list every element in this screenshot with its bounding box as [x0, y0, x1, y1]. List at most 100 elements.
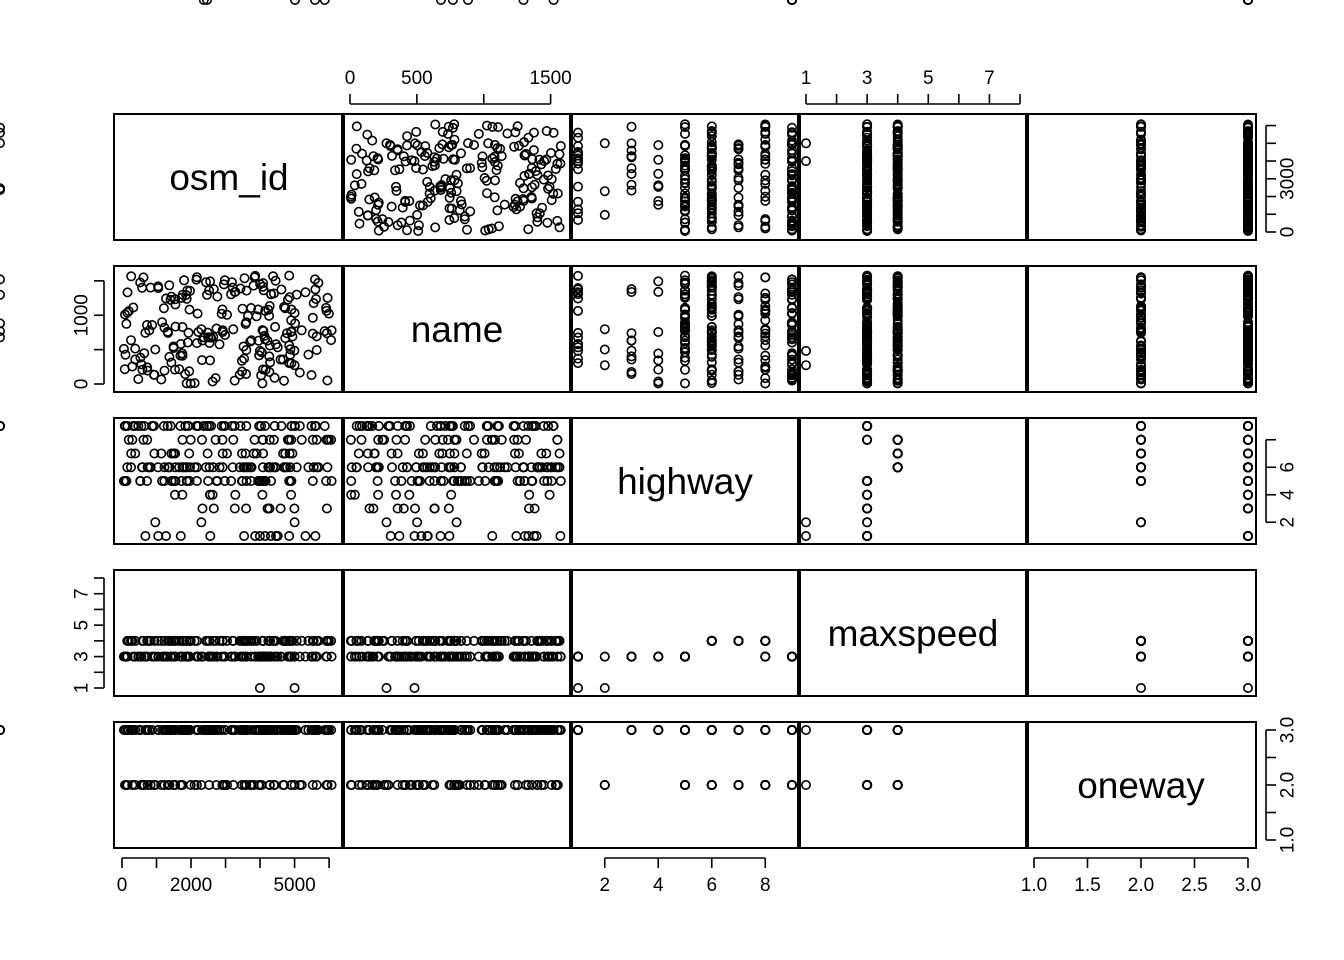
data-point: [1243, 274, 1254, 285]
data-point: [1243, 169, 1254, 180]
tick-label: 5000: [273, 875, 315, 896]
tick-label: 2: [599, 875, 610, 896]
data-point: [241, 475, 252, 486]
panel-frame: [1025, 265, 1257, 393]
data-point: [282, 724, 293, 735]
panel-maxspeed-vs-oneway: [1025, 0, 1257, 697]
data-point: [706, 337, 717, 348]
data-point: [170, 489, 181, 500]
data-point: [409, 530, 420, 541]
data-point: [237, 303, 248, 314]
data-point: [443, 503, 454, 514]
data-point: [351, 169, 362, 180]
data-point: [420, 434, 431, 445]
bottom-axis-oneway: 1.0 1.5 2.0 2.5 3.0: [1021, 857, 1261, 896]
data-point: [364, 194, 375, 205]
data-point: [401, 462, 412, 473]
data-point: [679, 338, 690, 349]
data-point: [362, 210, 373, 221]
data-point: [892, 201, 903, 212]
data-point: [496, 434, 507, 445]
data-point: [185, 462, 196, 473]
data-point: [437, 635, 448, 646]
data-point: [541, 154, 552, 165]
data-point: [377, 635, 388, 646]
data-point: [706, 170, 717, 181]
data-point: [148, 369, 159, 380]
data-point: [287, 331, 298, 342]
data-point: [706, 285, 717, 296]
data-point: [435, 185, 446, 196]
data-point: [392, 651, 403, 662]
data-point: [733, 222, 744, 233]
data-point: [0, 421, 5, 431]
data-point: [246, 724, 257, 735]
data-point: [311, 779, 322, 790]
tick-label: 4: [653, 875, 664, 896]
data-point: [523, 503, 534, 514]
data-point: [202, 289, 213, 300]
data-point: [249, 434, 260, 445]
data-point: [679, 289, 690, 300]
panel-frame: [569, 113, 801, 241]
data-point: [286, 326, 297, 337]
data-point: [679, 779, 690, 790]
data-point: [1136, 292, 1147, 303]
data-point: [270, 321, 281, 332]
data-point: [481, 434, 492, 445]
data-point: [351, 462, 362, 473]
data-point: [760, 141, 771, 152]
data-point: [307, 779, 318, 790]
data-point: [786, 354, 797, 365]
data-point: [309, 724, 320, 735]
data-point: [760, 635, 771, 646]
data-point: [133, 420, 144, 431]
data-point: [536, 448, 547, 459]
data-point: [626, 351, 637, 362]
data-point: [679, 119, 690, 130]
data-point: [733, 635, 744, 646]
data-point: [120, 349, 131, 360]
data-point: [679, 177, 690, 188]
data-point: [369, 192, 380, 203]
data-point: [183, 420, 194, 431]
data-point: [384, 139, 395, 150]
data-point: [259, 420, 270, 431]
data-point: [434, 143, 445, 154]
data-point: [786, 364, 797, 375]
data-point: [142, 635, 153, 646]
panel-name-vs-oneway: [1025, 265, 1257, 393]
data-point: [786, 318, 797, 329]
data-point: [185, 285, 196, 296]
data-point: [800, 530, 811, 541]
diagonal-label-name: name: [411, 309, 504, 350]
tick-label: 1: [801, 68, 812, 89]
data-point: [447, 724, 458, 735]
data-point: [257, 462, 268, 473]
data-point: [513, 448, 524, 459]
data-point: [892, 328, 903, 339]
data-point: [392, 724, 403, 735]
data-point: [786, 274, 797, 285]
tick-label: 5: [72, 620, 93, 631]
data-point: [706, 375, 717, 386]
data-point: [760, 175, 771, 186]
tick-label: 2.0: [1278, 772, 1299, 798]
panel-frame: [797, 265, 1029, 393]
data-point: [449, 448, 460, 459]
data-point: [862, 344, 873, 355]
data-point: [130, 651, 141, 662]
data-point: [138, 635, 149, 646]
data-point: [184, 304, 195, 315]
panel-osm_id-vs-name: [341, 113, 573, 241]
panel-name-vs-name: name: [341, 265, 573, 393]
data-point: [572, 153, 583, 164]
data-point: [0, 332, 5, 343]
data-point: [487, 530, 498, 541]
data-point: [1136, 272, 1147, 283]
data-point: [409, 682, 420, 693]
data-point: [449, 635, 460, 646]
data-point: [786, 332, 797, 343]
data-point: [528, 724, 539, 735]
data-point: [153, 724, 164, 735]
